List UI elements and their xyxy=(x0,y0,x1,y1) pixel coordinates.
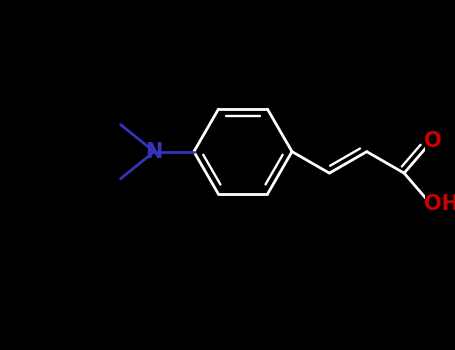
Text: O: O xyxy=(425,131,442,151)
Text: OH: OH xyxy=(424,194,455,214)
Text: N: N xyxy=(146,142,163,162)
